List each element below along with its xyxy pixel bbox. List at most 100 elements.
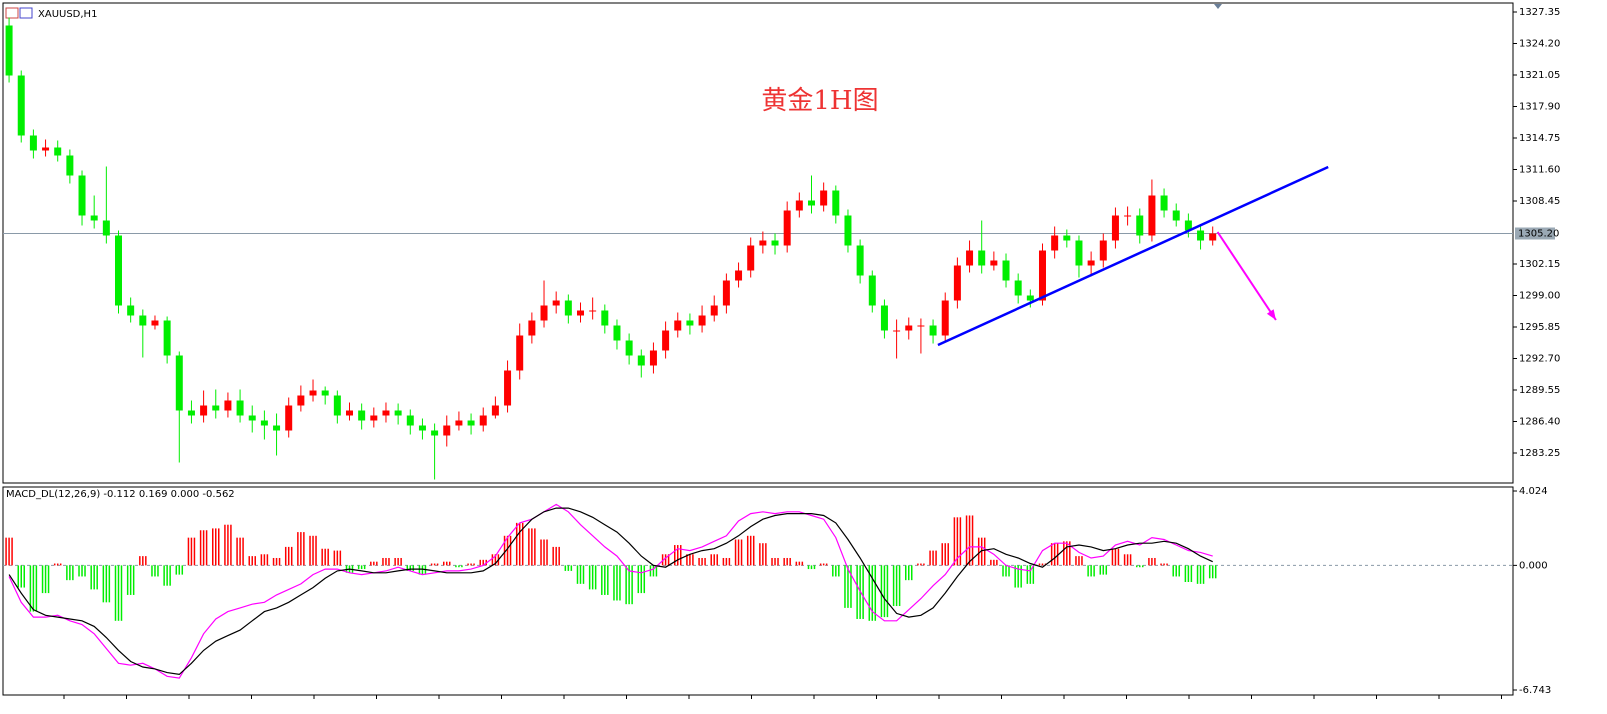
candle-body xyxy=(1002,260,1010,281)
candle-body xyxy=(735,270,743,281)
candle-body xyxy=(5,25,13,76)
candle-body xyxy=(1099,240,1107,261)
candle-body xyxy=(856,245,864,276)
candle-body xyxy=(370,415,378,421)
trend-line xyxy=(937,165,1329,347)
candle-body xyxy=(1172,210,1180,221)
candle-body xyxy=(710,305,718,316)
candle-body xyxy=(807,200,815,206)
candle-body xyxy=(1197,230,1205,241)
y-tick-label: 0.000 xyxy=(1519,560,1548,571)
arrow-head xyxy=(1266,309,1276,320)
candle-body xyxy=(589,310,597,312)
candle-body xyxy=(285,405,293,431)
current-price-label: 1305.20 xyxy=(1518,229,1559,240)
candle-body xyxy=(868,275,876,306)
candle-body xyxy=(297,395,305,406)
candle-body xyxy=(236,400,244,416)
candle-body xyxy=(978,250,986,266)
candle-body xyxy=(686,320,694,326)
candle-body xyxy=(394,410,402,416)
candle-body xyxy=(747,245,755,271)
candle-body xyxy=(990,260,998,266)
chart-icon xyxy=(5,7,19,19)
candle-body xyxy=(504,370,512,406)
y-tick-label: 1311.60 xyxy=(1519,165,1560,176)
candle-body xyxy=(358,410,366,421)
y-tick-label: 1283.25 xyxy=(1519,448,1560,459)
shift-marker xyxy=(1214,4,1222,9)
candle-body xyxy=(540,305,548,321)
candle-body xyxy=(345,410,353,416)
candle-body xyxy=(29,135,37,151)
candle-body xyxy=(649,350,657,366)
y-tick-label: 1308.45 xyxy=(1519,196,1560,207)
y-tick-label: 1299.00 xyxy=(1519,291,1560,302)
candle-body xyxy=(102,220,110,236)
candle-body xyxy=(613,325,621,341)
candle-body xyxy=(953,265,961,301)
candle-body xyxy=(54,147,62,156)
candle-body xyxy=(662,330,670,351)
candle-body xyxy=(1160,195,1168,211)
candle-body xyxy=(601,310,609,326)
candle-body xyxy=(564,300,572,316)
candle-body xyxy=(880,305,888,331)
candle-body xyxy=(1087,260,1095,266)
candle-body xyxy=(200,405,208,416)
y-tick-label: 1317.90 xyxy=(1519,102,1560,113)
candle-body xyxy=(1051,235,1059,251)
y-tick-label: 1292.70 xyxy=(1519,354,1560,365)
chart-icon xyxy=(19,7,33,19)
candle-body xyxy=(248,415,256,421)
candle-body xyxy=(516,335,524,371)
signal-line xyxy=(8,503,1213,679)
candle-body xyxy=(431,430,439,436)
candle-body xyxy=(443,425,451,436)
y-tick-label: 1321.05 xyxy=(1519,70,1560,81)
candle-body xyxy=(966,250,974,266)
y-tick-label: 1295.85 xyxy=(1519,322,1560,333)
candle-body xyxy=(273,425,281,431)
y-tick-label: 1289.55 xyxy=(1519,385,1560,396)
macd-pane xyxy=(2,486,1514,696)
candle-body xyxy=(625,340,633,356)
candle-body xyxy=(491,405,499,416)
candle-body xyxy=(1026,295,1034,301)
candle-body xyxy=(528,320,536,336)
candle-body xyxy=(1038,250,1046,301)
candle-body xyxy=(78,175,86,216)
arrow-line xyxy=(1216,231,1277,321)
candle-body xyxy=(382,410,390,416)
candle-body xyxy=(175,355,183,411)
macd-title: MACD_DL(12,26,9) -0.112 0.169 0.000 -0.5… xyxy=(6,489,235,500)
candle-body xyxy=(309,390,317,396)
candle-body xyxy=(66,155,74,176)
candle-body xyxy=(418,425,426,431)
candle-body xyxy=(224,400,232,411)
candle-body xyxy=(820,190,828,206)
candle-body xyxy=(333,395,341,416)
candle-body xyxy=(139,315,147,326)
candle-body xyxy=(90,215,98,221)
candle-body xyxy=(1075,240,1083,266)
candle-body xyxy=(1136,215,1144,236)
main-line xyxy=(8,507,1213,676)
annotation: 黄金1H图 xyxy=(761,86,878,116)
candle-body xyxy=(771,240,779,246)
candle-body xyxy=(479,415,487,426)
chart-title: XAUUSD,H1 xyxy=(38,9,97,20)
y-tick-label: 1286.40 xyxy=(1519,417,1560,428)
candle-body xyxy=(905,325,913,331)
candle-body xyxy=(1209,233,1217,241)
candle-body xyxy=(187,410,195,416)
candle-body xyxy=(151,320,159,326)
candle-body xyxy=(832,190,840,216)
y-tick-label: 1302.15 xyxy=(1519,259,1560,270)
candle-body xyxy=(114,235,122,306)
candle-body xyxy=(722,280,730,306)
y-tick-label: 4.024 xyxy=(1519,486,1548,497)
candle-body xyxy=(759,240,767,246)
y-tick-label: 1314.75 xyxy=(1519,133,1560,144)
